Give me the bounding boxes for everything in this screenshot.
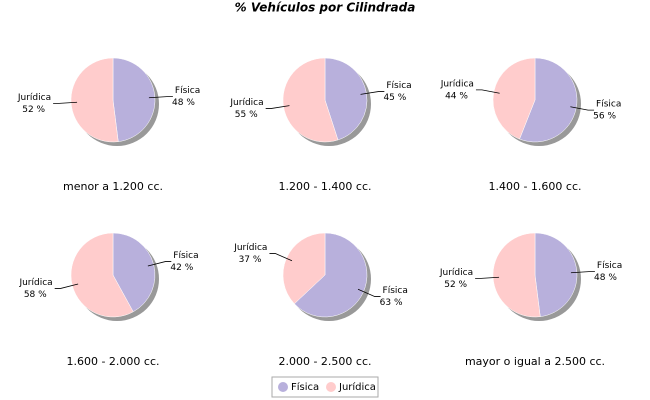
slice-label: Jurídica (18, 278, 52, 288)
slice-label: Jurídica (229, 98, 263, 108)
slice-label: Física (386, 81, 411, 91)
slice-label: Física (383, 286, 408, 296)
leader-line (54, 283, 79, 289)
value-label: 58 % (24, 290, 47, 300)
value-label: 37 % (239, 255, 262, 265)
legend-swatch (278, 382, 288, 392)
slice-label: Física (597, 261, 622, 271)
leader-line (475, 276, 500, 279)
leader-line (269, 253, 293, 262)
leader-line (357, 288, 381, 297)
slice-label: Jurídica (17, 93, 51, 103)
pie-title: 1.400 - 1.600 cc. (488, 180, 581, 193)
pie-title: 1.200 - 1.400 cc. (278, 180, 371, 193)
value-label: 52 % (444, 280, 467, 290)
value-label: 52 % (22, 105, 45, 115)
slice-label: Jurídica (440, 79, 474, 89)
leader-line (570, 271, 595, 274)
legend-label: Física (291, 381, 319, 393)
leader-line (148, 96, 173, 99)
slice-label: Jurídica (439, 268, 473, 278)
slice-label: Física (596, 100, 621, 110)
legend (271, 376, 379, 398)
slice-label: Física (173, 251, 198, 261)
pie-slice (70, 57, 119, 143)
leader-line (570, 106, 595, 111)
value-label: 44 % (445, 91, 468, 101)
pie-title: mayor o igual a 2.500 cc. (465, 355, 605, 368)
value-label: 55 % (235, 110, 258, 120)
chart-title: % Vehículos por Cilindrada (235, 1, 416, 15)
value-label: 42 % (170, 263, 193, 273)
leader-line (360, 91, 385, 95)
value-label: 48 % (172, 98, 195, 108)
leader-line (53, 101, 78, 104)
pie-title: 2.000 - 2.500 cc. (278, 355, 371, 368)
value-label: 63 % (380, 298, 403, 308)
leader-line (147, 261, 172, 267)
value-label: 56 % (593, 112, 616, 122)
leader-line (265, 105, 290, 109)
leader-line (475, 89, 500, 94)
pie-title: menor a 1.200 cc. (63, 180, 163, 193)
slice-label: Jurídica (233, 243, 267, 253)
slice-label: Física (175, 86, 200, 96)
legend-swatch (326, 382, 336, 392)
pie-title: 1.600 - 2.000 cc. (66, 355, 159, 368)
value-label: 45 % (383, 93, 406, 103)
legend-label: Jurídica (338, 381, 376, 393)
value-label: 48 % (594, 273, 617, 283)
pie-slice (492, 232, 541, 318)
